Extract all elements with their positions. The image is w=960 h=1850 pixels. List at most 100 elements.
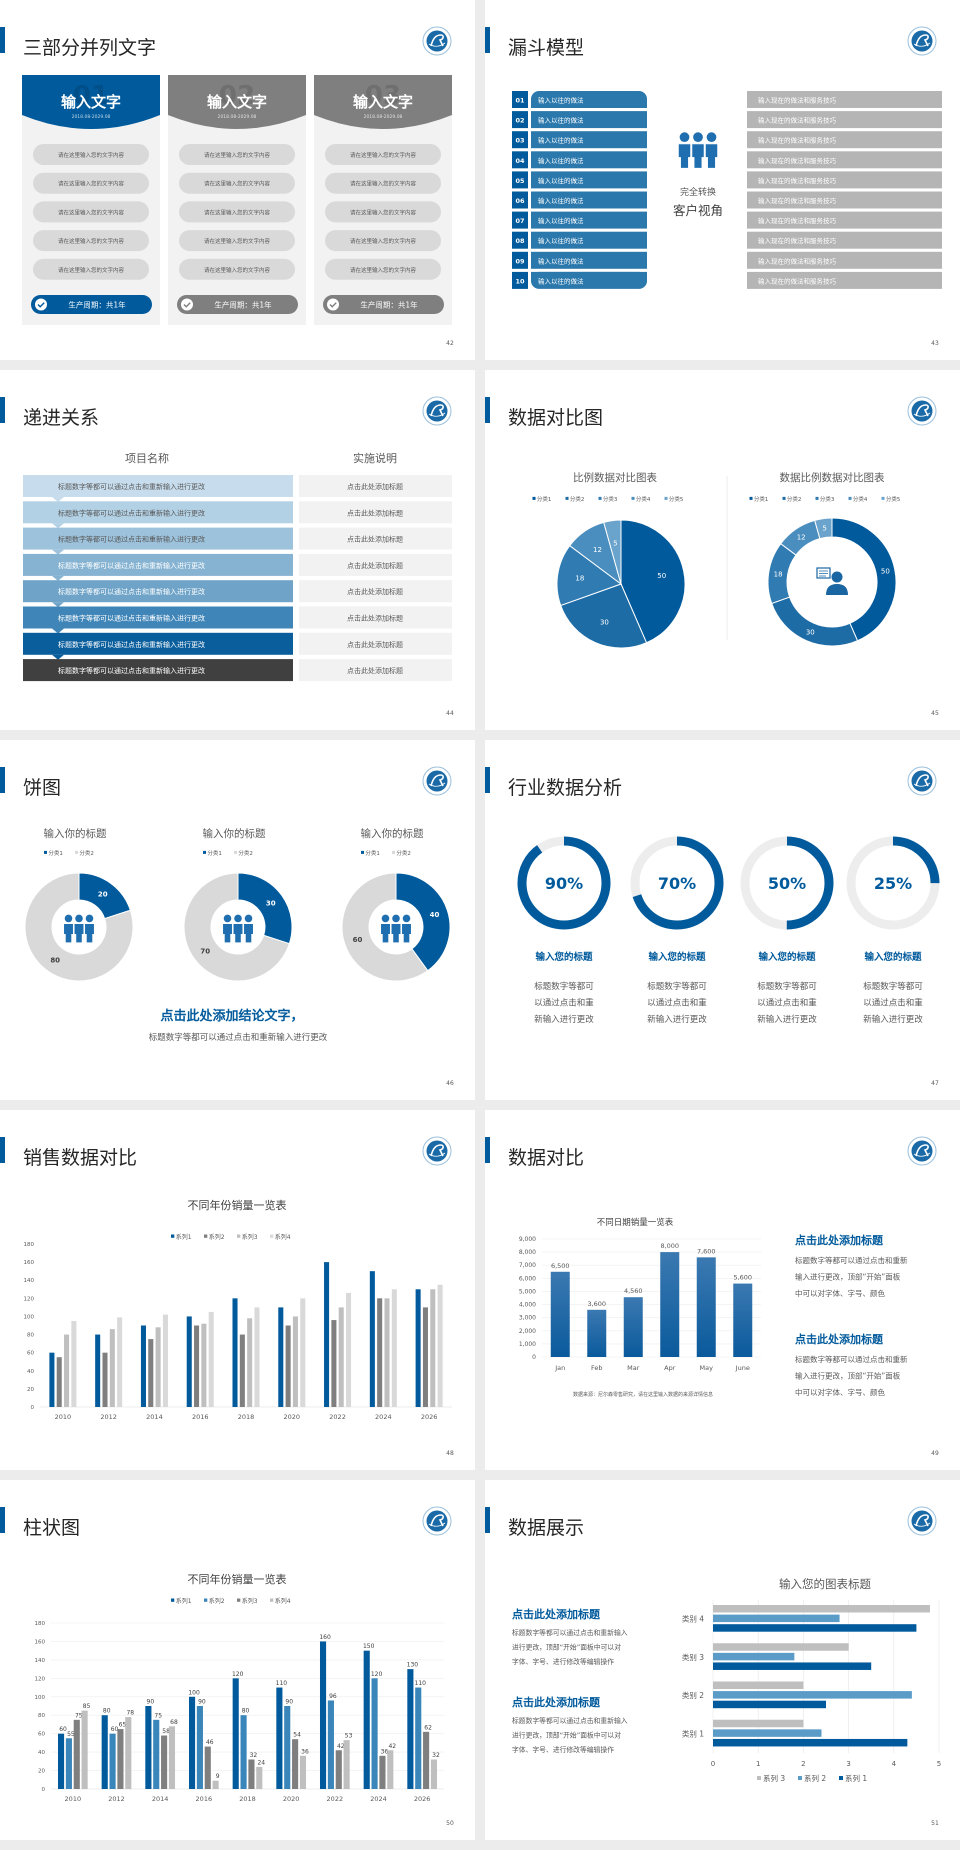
slice-data-label: 20 [98,891,108,899]
pill-text: 请在这里输入您的文字内容 [350,237,417,245]
text-pill[interactable] [325,201,441,223]
bar-系列3-2024 [384,1298,390,1407]
text-pill[interactable] [33,230,149,252]
pie-slice [560,583,648,649]
bar-data-label: 5,600 [733,1274,752,1282]
page-number: 47 [931,1080,939,1087]
current-practice-bar [747,211,942,229]
y-tick-label: 120 [35,1676,46,1682]
bar-系列2-2014 [153,1719,160,1789]
current-practice-text: 输入现在的做法和服务技巧 [758,116,837,125]
y-tick-label: 9,000 [519,1236,536,1243]
bar-系列4-2026 [437,1284,443,1407]
current-practice-text: 输入现在的做法和服务技巧 [758,136,837,145]
slice-data-label: 60 [353,936,363,944]
bar-系列3-2016 [204,1746,211,1789]
ring-description: 标题数字等都可 [757,981,817,992]
school-logo-icon [422,1136,452,1166]
y-tick-label: 40 [27,1369,34,1375]
text-pill[interactable] [325,258,441,280]
slide-title: 递进关系 [23,407,100,429]
cycle-button[interactable] [177,295,298,314]
legend-swatch [631,496,635,500]
current-practice-bar [747,231,942,249]
text-pill[interactable] [179,201,295,223]
text-pill[interactable] [325,230,441,252]
legend-swatch [361,850,365,854]
slice-data-label: 18 [774,570,783,578]
title-accent-bar [485,1507,490,1533]
bar-系列1-2016 [186,1316,192,1407]
slide-46: 饼图 输入你的标题 分类1 分类2 20 80 输入你的标题 分类1 分类2 30 70 输入你的标… [0,740,475,1100]
bar-系列1-2012 [95,1334,101,1407]
slide-title: 数据展示 [508,1517,585,1539]
text-pill[interactable] [33,258,149,280]
bar-系列1-2024 [363,1650,370,1789]
text-pill[interactable] [325,144,441,165]
bar-系列1-2022 [324,1262,330,1407]
bar-data-label: 60 [59,1726,67,1733]
pill-text: 请在这里输入您的文字内容 [58,266,125,274]
bar-data-label: 3,600 [587,1300,606,1308]
bar-data-label: 110 [415,1680,427,1687]
slice-data-label: 40 [430,911,440,919]
cycle-button[interactable] [323,295,444,314]
card-heading: 输入文字 [61,93,121,111]
text-pill[interactable] [179,144,295,165]
page-number: 49 [931,1450,939,1457]
block-text: 中可以对字体、字号、颜色 [795,1387,885,1397]
step-text: 标题数字等都可以通过点击和重新输入进行更改 [58,587,205,596]
legend-swatch [749,496,753,500]
text-pill[interactable] [179,258,295,280]
bar-data-label: 9 [216,1773,220,1780]
bar-系列4-2018 [254,1307,260,1407]
step-note-box [299,606,452,629]
bar-系列2-2010 [56,1357,62,1407]
ring-heading: 输入您的标题 [535,951,593,963]
bar-系列3-2010 [73,1719,80,1789]
step-text: 标题数字等都可以通过点击和重新输入进行更改 [58,535,205,544]
text-pill[interactable] [33,144,149,165]
progress-step-bar [23,632,293,655]
chart-title: 数据比例数据对比图表 [780,471,885,484]
bar-系列3-2014 [161,1735,168,1789]
text-pill[interactable] [33,201,149,223]
step-number-box [512,231,528,249]
legend-swatch [204,1234,208,1238]
bar-data-label: 62 [424,1724,432,1731]
text-pill[interactable] [179,230,295,252]
legend-swatch [171,1234,175,1238]
past-practice-bar [531,231,647,249]
legend-swatch [237,1234,241,1238]
bar-系列4-2012 [117,1317,123,1407]
step-number: 01 [515,97,525,105]
chart-title: 输入你的标题 [361,827,424,840]
legend-swatch [270,1234,274,1238]
bar-data-label: 68 [170,1719,178,1726]
slice-data-label: 5 [613,539,617,547]
title-accent-bar [0,767,5,793]
bar-data-label: 36 [301,1748,309,1755]
school-logo-icon [422,396,452,426]
bar-data-label: 32 [250,1752,258,1759]
bar-data-label: 58 [162,1728,170,1735]
conclusion-heading: 点击此处添加结论文字， [160,1008,303,1024]
text-pill[interactable] [179,172,295,194]
text-pill[interactable] [33,172,149,194]
legend-swatch [204,1598,208,1602]
progress-step-bar [23,606,293,629]
ring-value: 50% [768,874,806,893]
step-note-box [299,580,452,603]
bar-系列1-2014 [140,1325,146,1407]
past-practice-text: 输入以往的做法 [538,236,584,245]
ring-description: 以通过点击和重 [757,998,817,1009]
bar-系列1-2018 [232,1298,238,1407]
text-pill[interactable] [325,172,441,194]
cycle-button[interactable] [31,295,152,314]
bar-data-label: 78 [126,1710,134,1717]
bar-May [696,1257,716,1357]
page-number: 50 [446,1820,454,1827]
bar-系列3-2012 [109,1329,115,1407]
